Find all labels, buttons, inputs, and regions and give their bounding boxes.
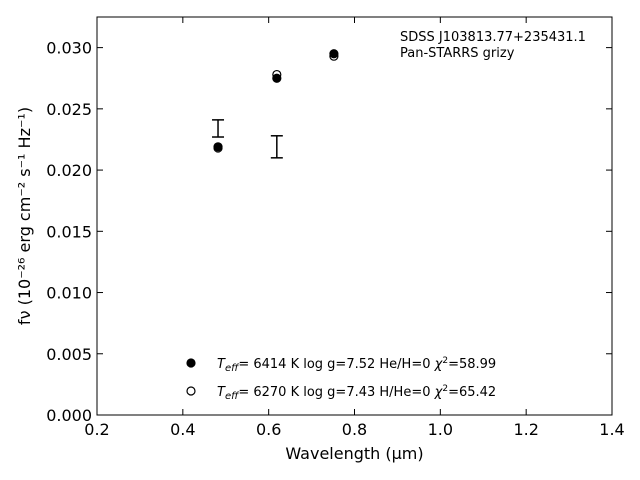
legend-marker-filled — [186, 358, 196, 368]
legend-marker-open — [186, 386, 196, 396]
x-tick-label: 1.4 — [599, 420, 624, 439]
annotation-object-name: SDSS J103813.77+235431.1 — [400, 30, 586, 45]
annotation-survey: Pan-STARRS grizy — [400, 46, 515, 61]
y-axis-label: fν (10⁻²⁶ erg cm⁻² s⁻¹ Hz⁻¹) — [15, 107, 34, 325]
axis-ticks — [96, 17, 613, 416]
legend-entry: Teff= 6414 K log g=7.52 He/H=0 χ2=58.99 — [217, 356, 496, 374]
model-point-open — [272, 69, 282, 80]
x-tick-label: 0.4 — [170, 420, 195, 439]
y-tick-label: 0.030 — [46, 39, 92, 58]
x-tick-label: 0.6 — [256, 420, 281, 439]
y-tick-label: 0.015 — [46, 222, 92, 241]
chart-marks — [212, 49, 339, 159]
legend: Teff= 6414 K log g=7.52 He/H=0 χ2=58.99 T… — [186, 356, 496, 402]
model-point-filled — [329, 49, 339, 59]
y-tick-label: 0.020 — [46, 161, 92, 180]
x-tick-label: 0.8 — [342, 420, 367, 439]
y-tick-label: 0.025 — [46, 100, 92, 119]
x-tick-label: 0.2 — [84, 420, 109, 439]
y-tick-label: 0.000 — [46, 406, 92, 425]
model-point-open — [329, 51, 339, 61]
x-tick-label: 1.2 — [513, 420, 538, 439]
y-tick-label: 0.005 — [46, 345, 92, 364]
y-tick-label: 0.010 — [46, 284, 92, 303]
x-axis-label: Wavelength (μm) — [285, 444, 423, 463]
legend-entry: Teff= 6270 K log g=7.43 H/He=0 χ2=65.42 — [217, 384, 496, 402]
plot-frame — [96, 16, 613, 416]
model-point-open — [213, 143, 223, 153]
x-tick-label: 1.0 — [428, 420, 453, 439]
